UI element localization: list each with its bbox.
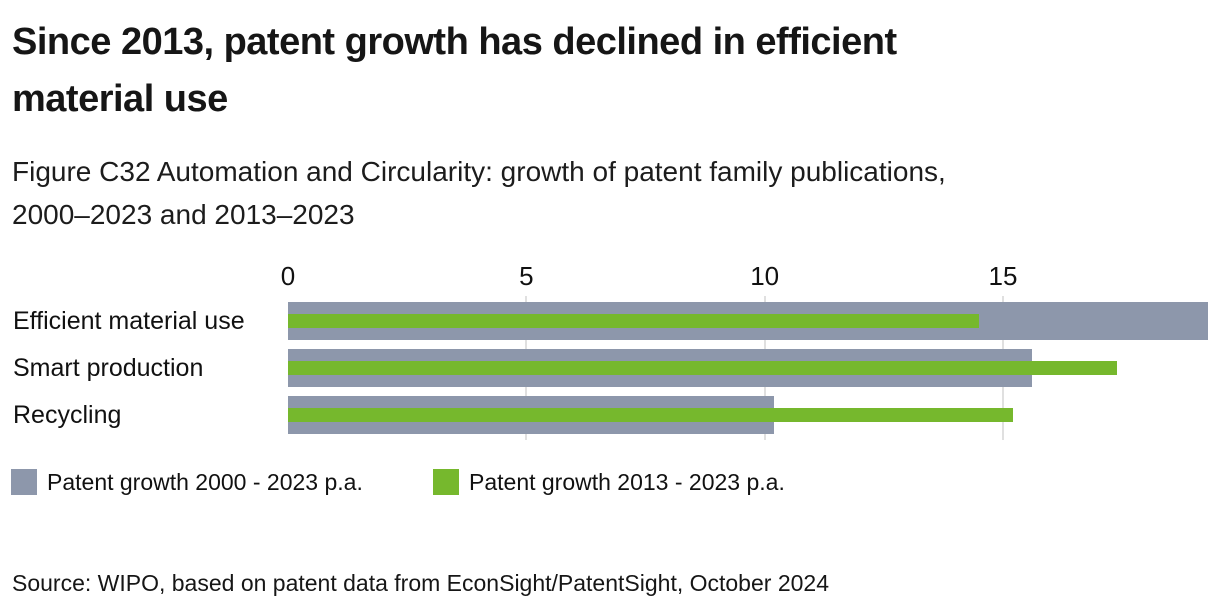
bar-series2 xyxy=(288,408,1013,423)
figure-title: Since 2013, patent growth has declined i… xyxy=(12,14,897,128)
bar-series2 xyxy=(288,314,980,328)
source-note: Source: WIPO, based on patent data from … xyxy=(12,570,829,596)
figure-subtitle-line1: Figure C32 Automation and Circularity: g… xyxy=(12,156,946,187)
figure-title-line2: material use xyxy=(12,78,228,120)
category-label: Smart production xyxy=(13,354,204,383)
x-tick-label: 0 xyxy=(280,261,296,291)
legend-label-2013-2023: Patent growth 2013 - 2023 p.a. xyxy=(469,469,785,495)
category-label: Efficient material use xyxy=(13,307,245,335)
legend-swatch-green xyxy=(433,469,459,495)
x-tick-label: 15 xyxy=(988,261,1018,291)
x-axis: 0 5 10 15 xyxy=(0,263,1220,291)
figure-subtitle-line2: 2000–2023 and 2013–2023 xyxy=(12,199,355,230)
x-tick-label: 5 xyxy=(519,261,534,291)
figure-title-line1: Since 2013, patent growth has declined i… xyxy=(12,21,897,63)
legend-swatch-gray xyxy=(11,469,37,495)
category-label: Recycling xyxy=(13,401,122,430)
legend-item-2013-2023: Patent growth 2013 - 2023 p.a. xyxy=(433,469,785,496)
legend-item-2000-2023: Patent growth 2000 - 2023 p.a. xyxy=(11,469,363,496)
legend-label-2000-2023: Patent growth 2000 - 2023 p.a. xyxy=(47,469,363,495)
plot-area xyxy=(288,296,1208,440)
figure-subtitle: Figure C32 Automation and Circularity: g… xyxy=(12,150,946,236)
bar-series2 xyxy=(288,361,1118,376)
x-tick-label: 10 xyxy=(750,261,780,291)
